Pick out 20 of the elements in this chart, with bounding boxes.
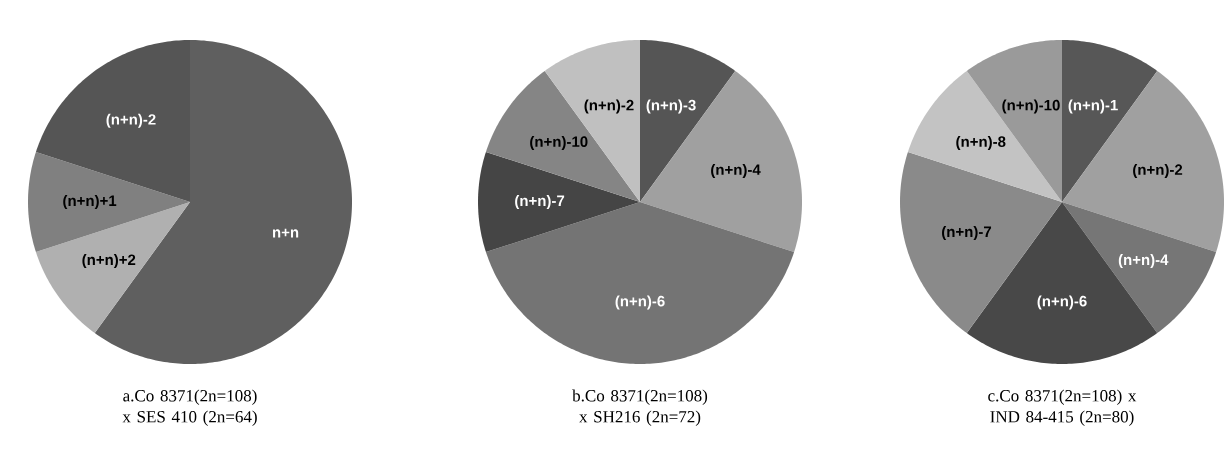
text: a.Co 8371(2n=108) x SES 410 (2n=64) <box>122 389 257 426</box>
slice-label: (n+n)-6 <box>615 295 665 310</box>
slice-label: n+n <box>272 228 299 238</box>
slice-label: (n+n)-10 <box>530 135 588 150</box>
slice-label: (n+n)+1 <box>63 195 117 209</box>
slice-label: (n+n)-2 <box>106 113 156 128</box>
slice-label: (n+n)-10 <box>1002 99 1060 114</box>
slice-label: (n+n)-6 <box>1037 295 1087 310</box>
slice-label: (n+n)-2 <box>584 99 634 114</box>
slice-label: (n+n)-1 <box>1068 99 1118 114</box>
slice-label: (n+n)+2 <box>82 254 136 269</box>
slice-label: (n+n)-4 <box>711 163 761 178</box>
slice-label: (n+n)-3 <box>646 99 696 114</box>
text: c.Co 8371(2n=108) x IND 84-415 (2n=80) <box>988 389 1137 426</box>
slice-label: (n+n)-8 <box>956 135 1006 150</box>
slice-label: (n+n)-4 <box>1118 254 1169 269</box>
slice-label: (n+n)-2 <box>1133 163 1183 178</box>
slice-label: (n+n)-7 <box>942 226 992 241</box>
slice-label: (n+n)-7 <box>515 195 565 209</box>
text: b.Co 8371(2n=108) x SH216 (2n=72) <box>572 389 708 426</box>
